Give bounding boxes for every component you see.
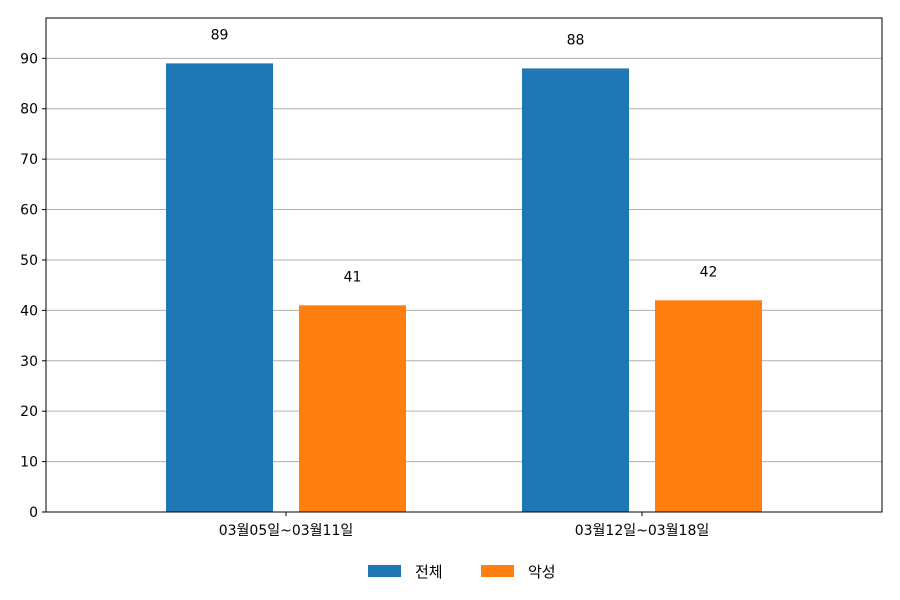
legend-swatch-악성 [481, 565, 514, 577]
data-label: 41 [344, 269, 362, 285]
bar-악성-1 [299, 305, 406, 512]
x-tick-label: 03월12일~03월18일 [575, 523, 710, 539]
plot-frame [45, 17, 883, 513]
data-labels: 89 41 88 42 [211, 27, 718, 285]
legend-swatch-전체 [368, 565, 401, 577]
data-label: 42 [700, 264, 718, 280]
y-tick-label: 90 [20, 51, 38, 67]
data-label: 89 [211, 27, 229, 43]
bar-전체-2 [522, 68, 629, 512]
bars [166, 63, 762, 513]
data-label: 88 [567, 32, 585, 48]
y-tick-label: 60 [20, 203, 38, 219]
y-tick-label: 80 [20, 102, 38, 118]
y-tick-label: 0 [29, 505, 38, 521]
legend-label: 악성 [528, 563, 556, 581]
y-tick-label: 40 [20, 303, 38, 319]
legend-label: 전체 [415, 563, 443, 581]
x-tick-label: 03월05일~03월11일 [219, 523, 354, 539]
y-tick-label: 10 [20, 455, 38, 471]
axes: 0 10 20 30 40 50 60 70 80 90 03월05일~03월11일 03월12일~0… [20, 17, 883, 539]
y-tick-label: 70 [20, 152, 38, 168]
y-tick-label: 20 [20, 404, 38, 420]
y-tick-label: 50 [20, 253, 38, 269]
bar-전체-1 [166, 63, 273, 513]
legend: 전체 악성 [368, 563, 556, 581]
y-tick-label: 30 [20, 354, 38, 370]
bar-악성-2 [655, 300, 762, 512]
